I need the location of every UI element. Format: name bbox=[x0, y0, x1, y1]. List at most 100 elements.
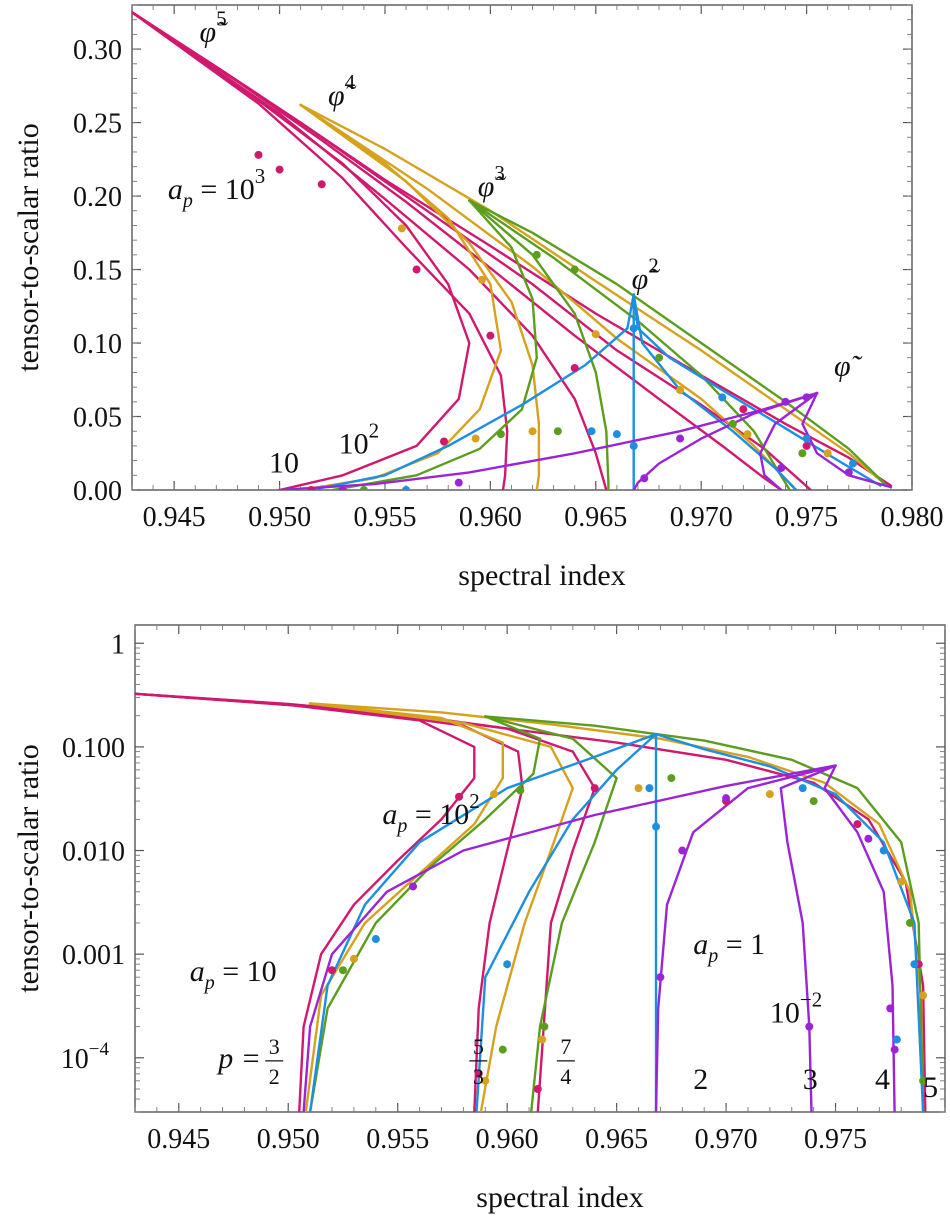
x-tick-label: 0.975 bbox=[804, 1124, 867, 1155]
series-marker bbox=[802, 434, 811, 443]
series-marker bbox=[890, 1045, 899, 1054]
series-marker bbox=[777, 463, 786, 472]
series-line bbox=[302, 764, 837, 1112]
x-tick-label: 0.965 bbox=[585, 1124, 648, 1155]
series-marker bbox=[570, 265, 579, 274]
series-line bbox=[468, 199, 791, 490]
x-tick-label: 0.960 bbox=[476, 1124, 539, 1155]
series-marker bbox=[402, 486, 411, 490]
series-line bbox=[632, 293, 882, 487]
x-tick-label: 0.970 bbox=[670, 502, 733, 533]
series-marker bbox=[652, 822, 661, 831]
series-marker bbox=[722, 794, 731, 803]
series-marker bbox=[897, 877, 906, 886]
series-marker bbox=[317, 180, 326, 189]
series-marker bbox=[553, 427, 562, 436]
series-marker bbox=[629, 324, 638, 333]
plot-frame bbox=[134, 624, 946, 1113]
series-marker bbox=[853, 820, 862, 829]
annotation: 10 bbox=[269, 446, 299, 479]
series-marker bbox=[570, 364, 579, 373]
y-tick-label: 0.00 bbox=[73, 476, 122, 507]
y-tick-label: 10−4 bbox=[61, 1039, 110, 1075]
annotation: 4 bbox=[875, 1063, 890, 1096]
y-tick-label: 0.25 bbox=[73, 109, 122, 140]
series-marker bbox=[540, 1022, 549, 1031]
fraction-denominator: 2 bbox=[269, 1064, 280, 1089]
fraction-numerator: 7 bbox=[560, 1034, 571, 1059]
annotation: φ̃5 bbox=[199, 7, 228, 49]
series-marker bbox=[612, 430, 621, 439]
plot-area bbox=[132, 11, 893, 490]
series-marker bbox=[728, 419, 737, 428]
series-line bbox=[779, 764, 837, 1112]
x-axis-title: spectral index bbox=[476, 1181, 643, 1214]
series-marker bbox=[307, 486, 316, 490]
series-line bbox=[308, 732, 658, 1112]
annotation: 102 bbox=[339, 418, 380, 460]
annotation: 10−2 bbox=[770, 987, 822, 1029]
series-marker bbox=[667, 774, 676, 783]
series-marker bbox=[532, 250, 541, 259]
series-line bbox=[132, 11, 812, 490]
series-marker bbox=[477, 275, 486, 284]
series-marker bbox=[678, 846, 687, 855]
series-line bbox=[308, 702, 574, 1112]
x-tick-label: 0.970 bbox=[695, 1124, 758, 1155]
y-tick-label: 0.15 bbox=[73, 256, 122, 287]
series-marker bbox=[338, 486, 347, 490]
series-marker bbox=[905, 918, 914, 927]
series-marker bbox=[590, 784, 599, 793]
series-marker bbox=[844, 468, 853, 477]
series-line bbox=[132, 11, 471, 490]
series-line bbox=[308, 715, 542, 1112]
y-tick-label: 0.001 bbox=[62, 940, 125, 971]
x-tick-label: 0.960 bbox=[459, 502, 522, 533]
x-tick-label: 0.950 bbox=[248, 502, 311, 533]
x-tick-label: 0.955 bbox=[366, 1124, 429, 1155]
annotation: ap = 103 bbox=[168, 164, 265, 212]
series-marker bbox=[919, 1076, 928, 1085]
chart-top: 0.945 0.950 0.955 0.960 0.965 0.970 0.975 0.980… bbox=[12, 4, 944, 592]
series-marker bbox=[328, 966, 337, 975]
y-tick-label: 0.010 bbox=[62, 837, 125, 868]
series-marker bbox=[498, 1045, 507, 1054]
series-marker bbox=[640, 474, 649, 483]
series-marker bbox=[454, 478, 463, 487]
series-marker bbox=[892, 1035, 901, 1044]
series-marker bbox=[412, 265, 421, 274]
series-marker bbox=[486, 331, 495, 340]
series-marker bbox=[538, 1035, 547, 1044]
series-marker bbox=[805, 1022, 814, 1031]
series-marker bbox=[802, 393, 811, 402]
series-marker bbox=[474, 1069, 483, 1078]
series-marker bbox=[802, 441, 811, 450]
series-marker bbox=[471, 434, 480, 443]
series-marker bbox=[528, 427, 537, 436]
annotation: p = bbox=[216, 1042, 261, 1075]
x-tick-label: 0.950 bbox=[257, 1124, 320, 1155]
series-marker bbox=[481, 1076, 490, 1085]
annotation: ap = 1 bbox=[693, 928, 765, 967]
series-marker bbox=[848, 459, 857, 468]
series-line bbox=[135, 692, 524, 1112]
x-tick-label: 0.945 bbox=[147, 1124, 210, 1155]
series-marker bbox=[591, 330, 600, 339]
series-marker bbox=[910, 960, 919, 969]
series-line bbox=[468, 199, 610, 490]
annotation: φ̃ bbox=[834, 349, 863, 382]
x-axis-title: spectral index bbox=[458, 559, 625, 592]
series-line bbox=[135, 692, 476, 1112]
series-line bbox=[484, 715, 925, 1112]
series-marker bbox=[587, 427, 596, 436]
series-marker bbox=[765, 790, 774, 799]
series-marker bbox=[629, 441, 638, 450]
series-marker bbox=[798, 784, 807, 793]
annotation: 5 bbox=[923, 1071, 938, 1104]
annotation: ap = 102 bbox=[382, 789, 479, 837]
series-line bbox=[632, 293, 798, 490]
series-marker bbox=[409, 882, 418, 891]
series-marker bbox=[496, 430, 505, 439]
series-line bbox=[759, 391, 819, 490]
annotation: 2 bbox=[693, 1063, 708, 1096]
